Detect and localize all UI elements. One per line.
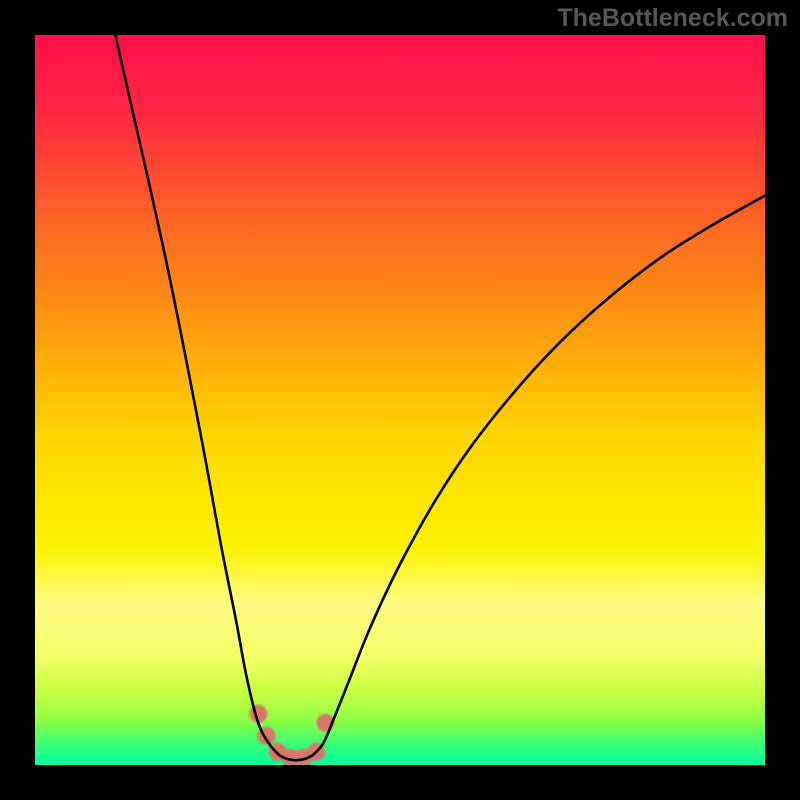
watermark-text: TheBottleneck.com: [557, 4, 788, 33]
chart-svg: [35, 35, 765, 765]
gradient-background: [35, 35, 765, 765]
chart-frame: TheBottleneck.com: [0, 0, 800, 800]
plot-area: [35, 35, 765, 765]
